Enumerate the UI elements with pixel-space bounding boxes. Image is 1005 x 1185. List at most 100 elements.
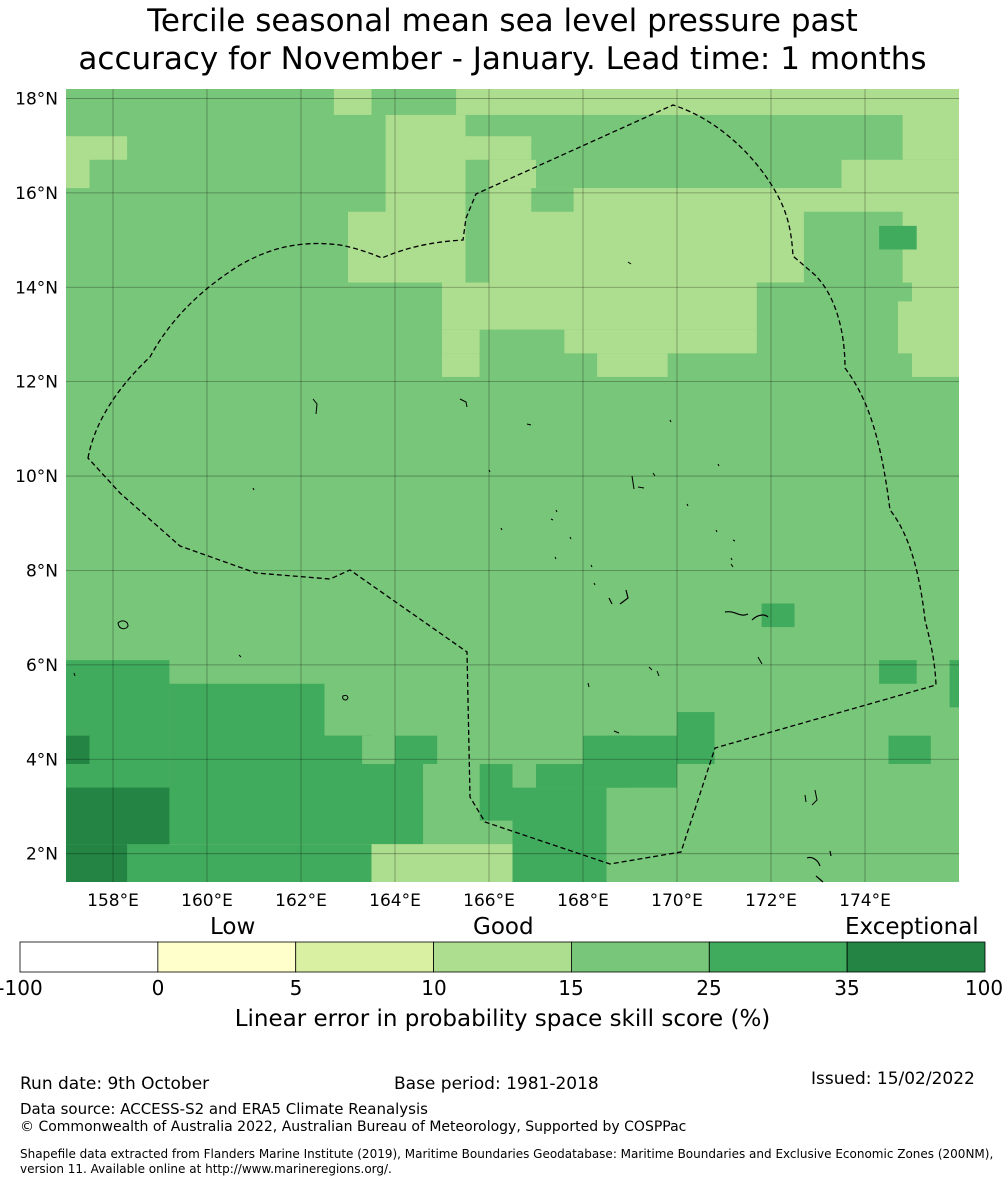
latitude-label: 12°N [15, 373, 58, 393]
longitude-label: 164°E [369, 891, 421, 911]
island-outline [587, 564, 660, 734]
colorbar-bin [571, 941, 710, 973]
island-outline [73, 487, 763, 677]
island-outline [488, 469, 572, 560]
skill-cell [437, 735, 489, 764]
skill-cell [897, 301, 912, 354]
latitude-label: 6°N [26, 656, 58, 676]
longitude-label: 162°E [275, 891, 327, 911]
island-outline [724, 611, 769, 621]
skill-cell [949, 660, 959, 708]
data-source: Data source: ACCESS-S2 and ERA5 Climate … [20, 1100, 428, 1118]
map-title: Tercile seasonal mean sea level pressure… [0, 2, 1005, 78]
skill-cell [333, 89, 372, 115]
colorbar-bin [157, 941, 297, 973]
skill-raster [66, 89, 959, 882]
colorbar-bin [295, 941, 434, 973]
shapefile-credit: Shapefile data extracted from Flanders M… [20, 1147, 1005, 1177]
colorbar [19, 941, 986, 973]
skill-cell [583, 735, 630, 788]
latitude-label: 14°N [15, 278, 58, 298]
latitude-label: 2°N [26, 845, 58, 865]
longitude-label: 174°E [839, 891, 891, 911]
skill-cell [465, 136, 532, 160]
colorbar-tick: 15 [558, 976, 584, 1000]
skill-cell [888, 735, 931, 764]
latitude-labels: 18°N 16°N 14°N 12°N 10°N 8°N 6°N 4°N 2°N [15, 89, 58, 864]
skill-cell [573, 188, 842, 283]
colorbar-tick: 35 [834, 976, 860, 1000]
skill-cell [902, 114, 959, 160]
shapefile-credit-line-2: version 11. Available online at http://w… [20, 1162, 392, 1176]
colorbar-tick: 0 [151, 976, 165, 1000]
map-title-line-2: accuracy for November - January. Lead ti… [78, 41, 927, 77]
colorbar-tick: 5 [289, 976, 303, 1000]
colorbar-tick: -100 [0, 976, 43, 1000]
copyright-notice: © Commonwealth of Australia 2022, Austra… [20, 1119, 687, 1135]
skill-cell [564, 329, 757, 354]
longitude-label: 170°E [651, 891, 703, 911]
colorbar-bin [19, 941, 159, 973]
skill-cell [66, 136, 128, 160]
eez-boundary-line [87, 104, 937, 865]
skill-cell [66, 155, 90, 189]
skill-cell [442, 353, 480, 377]
skill-cell [66, 844, 128, 882]
skill-cell [442, 282, 757, 330]
skill-cell [489, 159, 536, 189]
skill-cell [324, 735, 363, 764]
latitude-label: 16°N [15, 184, 58, 204]
latitude-label: 10°N [15, 467, 58, 487]
colorbar-tick: 100 [964, 976, 1004, 1000]
skill-cell [362, 735, 395, 764]
base-period: Base period: 1981-2018 [394, 1074, 599, 1094]
longitude-label: 160°E [181, 891, 233, 911]
longitude-label: 172°E [745, 891, 797, 911]
colorbar-word-exceptional: Exceptional [845, 914, 979, 940]
map-title-line-1: Tercile seasonal mean sea level pressure… [147, 3, 858, 39]
shapefile-credit-line-1: Shapefile data extracted from Flanders M… [20, 1147, 994, 1161]
skill-cell [371, 844, 513, 882]
skill-cell [912, 211, 959, 377]
island-outline [342, 695, 349, 701]
skill-cell [879, 225, 917, 250]
latitude-label: 4°N [26, 750, 58, 770]
issued-date: Issued: 15/02/2022 [811, 1069, 975, 1089]
longitude-label: 166°E [463, 891, 515, 911]
skill-cell [761, 603, 795, 628]
graticule [66, 89, 959, 882]
skill-cell [841, 159, 959, 212]
skill-cell [756, 282, 898, 377]
colorbar-bin [846, 941, 986, 973]
island-outline [117, 620, 129, 630]
skill-cell [606, 820, 959, 882]
skill-cell [677, 712, 715, 764]
island-outline [806, 850, 832, 883]
colorbar-tick: 10 [421, 976, 447, 1000]
skill-cell [512, 763, 536, 788]
longitude-label: 168°E [557, 891, 609, 911]
skill-cell [442, 329, 489, 354]
colorbar-label: Linear error in probability space skill … [234, 1006, 771, 1032]
latitude-label: 8°N [26, 561, 58, 581]
island-outline [804, 789, 818, 806]
colorbar-word-good: Good [473, 914, 534, 940]
run-date: Run date: 9th October [20, 1074, 210, 1094]
skill-cell [771, 89, 959, 115]
colorbar-bin [708, 941, 848, 973]
longitude-label: 158°E [87, 891, 139, 911]
skill-cell [423, 763, 438, 788]
skill-cell [479, 329, 565, 377]
island-outlines [73, 261, 832, 883]
skill-cell [479, 763, 513, 821]
skill-cell [348, 211, 466, 283]
skill-cell [597, 353, 668, 377]
skill-cell [395, 735, 438, 764]
longitude-labels: 158°E 160°E 162°E 164°E 166°E 168°E 170°E 172°E… [87, 891, 891, 911]
skill-cell [66, 735, 90, 764]
eez-boundary [87, 104, 937, 865]
skill-cell [66, 787, 170, 845]
colorbar-word-low: Low [210, 914, 256, 940]
island-outline [608, 589, 629, 605]
